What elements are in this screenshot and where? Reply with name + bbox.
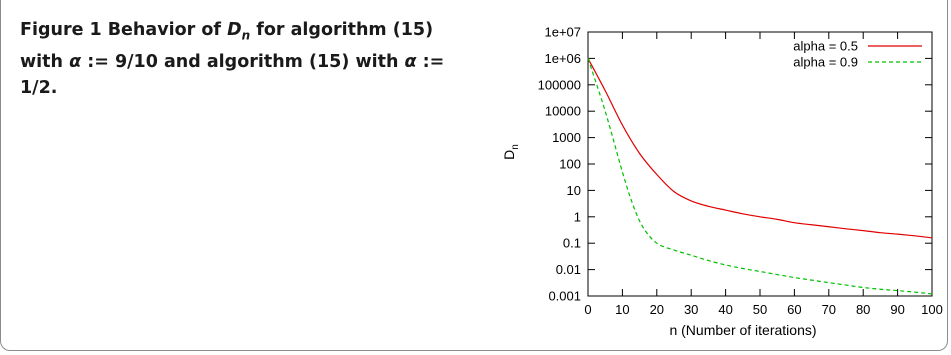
series-line-2: [587, 58, 933, 295]
y-tick-label: 100: [559, 157, 581, 172]
y-tick-label: 1: [574, 209, 581, 224]
caption-part: Behavior of: [107, 20, 228, 40]
x-tick-label: 10: [615, 302, 629, 317]
x-tick-label: 100: [921, 302, 943, 317]
legend-label: alpha = 0.5: [793, 39, 858, 54]
plot-frame: [587, 31, 933, 297]
y-tick-label: 0.001: [548, 289, 581, 304]
y-tick-label: 0.1: [563, 236, 581, 251]
y-tick-label: 10: [567, 183, 581, 198]
x-tick-label: 90: [890, 302, 904, 317]
series-line-1: [587, 58, 933, 239]
y-axis-label-sub: n: [510, 144, 521, 150]
caption-part: := 1/2.: [20, 51, 445, 98]
y-axis-label-main: D: [501, 150, 517, 160]
x-tick-label: 40: [718, 302, 732, 317]
caption-part: := 9/10 and algorithm (15) with: [81, 51, 405, 72]
y-axis-label: Dn: [501, 144, 521, 160]
caption-part: α: [69, 51, 82, 72]
x-tick-label: 80: [856, 302, 870, 317]
series-lines: [587, 58, 933, 295]
caption-part: n: [241, 28, 251, 43]
plot-border: [587, 31, 933, 297]
x-tick-label: 20: [650, 302, 664, 317]
figure-caption: Figure 1 Behavior of Dn for algorithm (15…: [20, 17, 460, 101]
x-tick-label: 30: [684, 302, 698, 317]
y-tick-label: 0.01: [556, 262, 581, 277]
caption-text: Behavior of Dn for algorithm (15) with α…: [20, 20, 444, 98]
y-tick-label: 1e+07: [544, 25, 581, 40]
x-ticks: 0 10 20 30 40 50 60 70 80 90 100: [584, 32, 943, 317]
y-ticks: 0.001 0.01 0.1 1 10 100 1000 10000 100000 1e+06 1e…: [538, 25, 932, 304]
legend-label: alpha = 0.9: [793, 55, 858, 70]
caption-part: α: [404, 51, 417, 72]
x-tick-label: 70: [822, 302, 836, 317]
svg-text:Dn: Dn: [501, 144, 521, 160]
caption-part: for algorithm (15) with: [20, 20, 434, 72]
x-tick-label: 50: [753, 302, 767, 317]
caption-part: D: [227, 20, 242, 40]
x-tick-label: 60: [787, 302, 801, 317]
x-tick-label: 0: [584, 302, 591, 317]
y-tick-label: 10000: [545, 104, 581, 119]
y-tick-label: 100000: [538, 77, 581, 92]
figure-label: Figure 1: [20, 20, 102, 40]
x-axis-label: n (Number of iterations): [669, 322, 816, 338]
y-tick-label: 1e+06: [544, 51, 581, 66]
y-tick-label: 1000: [552, 130, 581, 145]
